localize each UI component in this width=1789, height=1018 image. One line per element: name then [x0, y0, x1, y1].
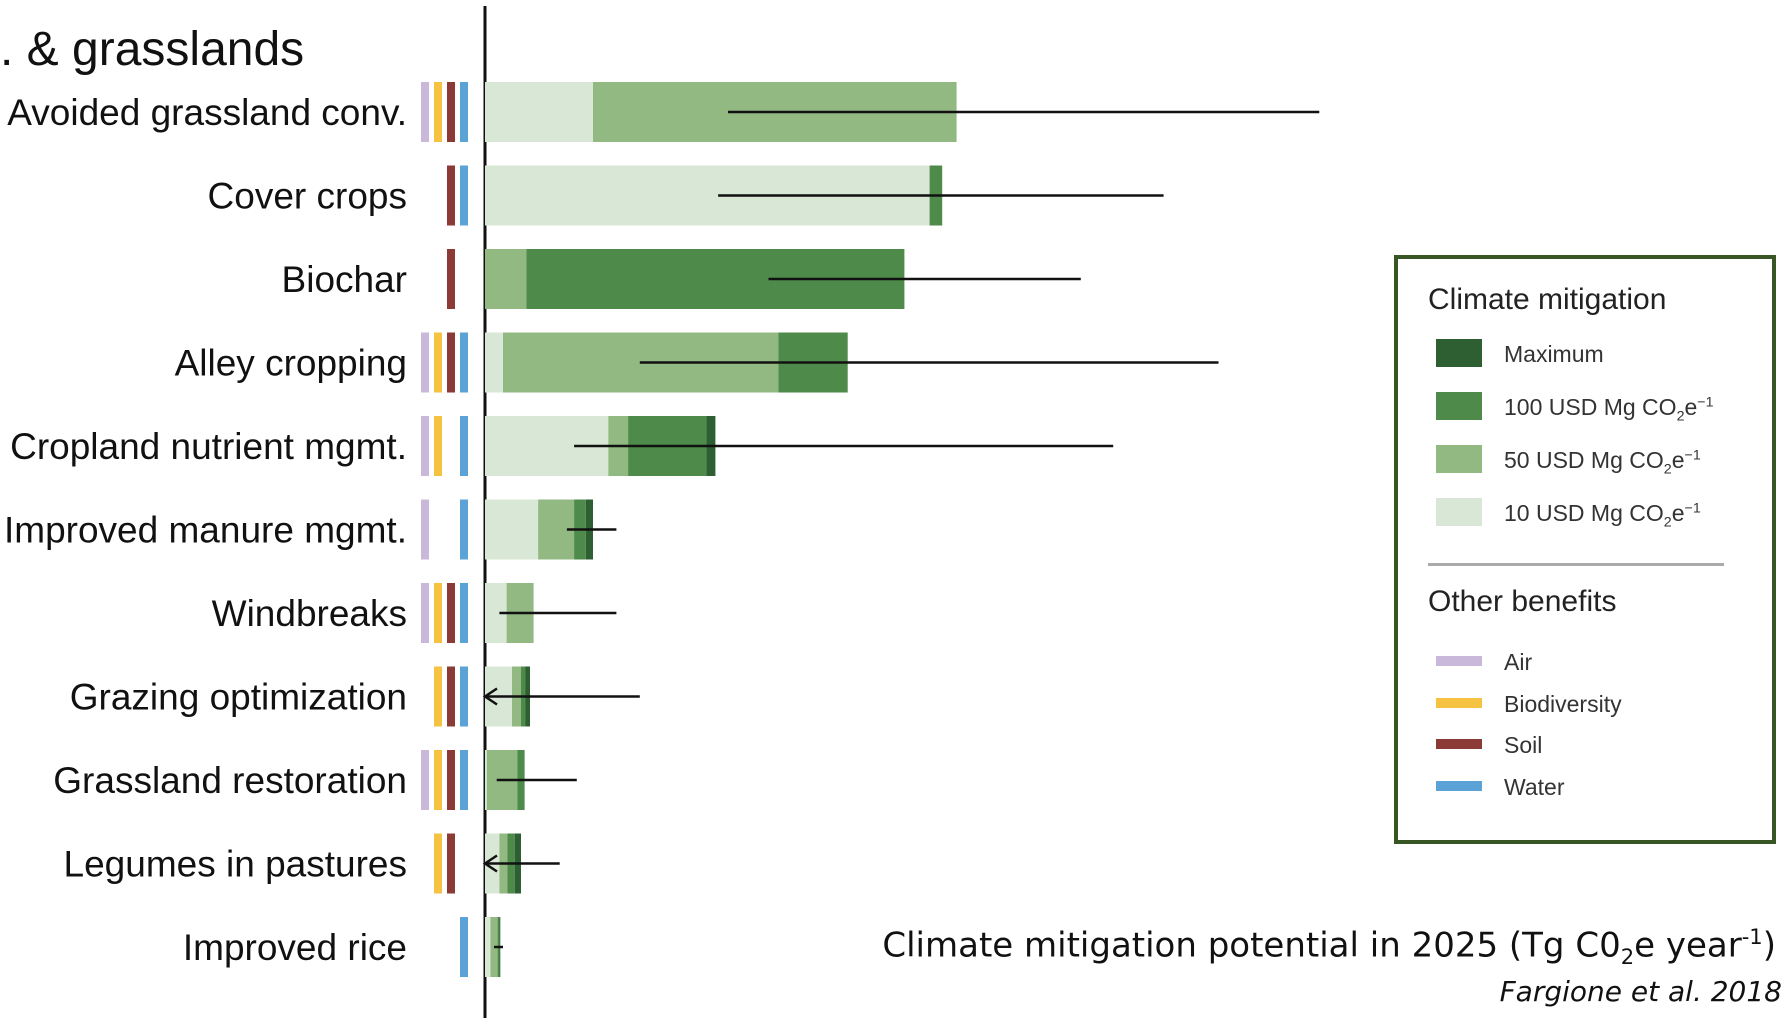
legend-separator	[1428, 563, 1724, 566]
legend-swatch	[1436, 739, 1482, 749]
benefit-strip-soil	[447, 583, 455, 643]
benefit-strip-air	[421, 82, 429, 142]
category-label: Biochar	[282, 259, 407, 300]
category-label: Alley cropping	[175, 343, 407, 384]
x-axis-label-post: )	[1762, 925, 1776, 966]
legend-item-benefit: Soil	[1436, 730, 1766, 760]
category-label: Legumes in pastures	[64, 844, 407, 885]
benefit-strip-soil	[447, 666, 455, 727]
legend-swatch	[1436, 445, 1482, 473]
legend-label: Soil	[1504, 732, 1543, 758]
benefit-strip-water	[460, 165, 468, 226]
legend-label: Air	[1504, 649, 1533, 675]
benefit-strip-air	[421, 499, 429, 560]
legend-item-benefit: Water	[1436, 772, 1766, 802]
benefit-strip-biodiversity	[434, 332, 442, 393]
benefit-strip-soil	[447, 750, 455, 810]
x-axis-label-sup: -1	[1741, 924, 1763, 949]
category-label: Cropland nutrient mgmt.	[10, 426, 407, 467]
bar-segment-10usd	[485, 750, 487, 810]
legend-swatch	[1436, 498, 1482, 526]
benefit-strip-water	[460, 583, 468, 643]
benefit-strip-water	[460, 499, 468, 560]
legend-swatch	[1436, 656, 1482, 666]
legend-item-mitigation: 10 USD Mg CO2e−1	[1436, 498, 1766, 531]
category-label: Improved rice	[183, 927, 407, 968]
benefit-strip-water	[460, 82, 468, 142]
benefit-strip-soil	[447, 332, 455, 393]
benefit-strip-soil	[447, 249, 455, 309]
x-axis-label-mid: e year	[1634, 925, 1742, 966]
benefit-strip-biodiversity	[434, 583, 442, 643]
x-axis-label-text: Climate mitigation potential in 2025 (Tg…	[882, 925, 1621, 966]
benefit-strip-soil	[447, 165, 455, 226]
legend-item-mitigation: 50 USD Mg CO2e−1	[1436, 445, 1766, 478]
benefit-strip-biodiversity	[434, 82, 442, 142]
source-citation: Fargione et al. 2018	[1499, 975, 1782, 1008]
bar-segment-50usd	[485, 249, 527, 309]
bar-segment-10usd	[485, 332, 503, 393]
legend-label: Water	[1504, 773, 1565, 800]
legend-title-benefits: Other benefits	[1428, 585, 1617, 618]
legend-swatch	[1436, 392, 1482, 420]
benefit-strip-biodiversity	[434, 666, 442, 727]
x-axis-label-sub: 2	[1620, 944, 1635, 970]
benefit-strip-air	[421, 332, 429, 393]
legend-item-benefit: Air	[1436, 647, 1766, 677]
legend-label: 50 USD Mg CO2e−1	[1504, 447, 1701, 478]
range-arrow	[482, 854, 498, 873]
legend-item-mitigation: 100 USD Mg CO2e−1	[1436, 392, 1766, 425]
category-label: Grassland restoration	[53, 760, 407, 801]
legend-swatch	[1436, 697, 1482, 708]
legend-swatch	[1436, 780, 1482, 791]
benefit-strip-air	[421, 750, 429, 810]
benefit-strip-water	[460, 416, 468, 476]
benefit-strip-biodiversity	[434, 750, 442, 810]
legend-item-mitigation: Maximum	[1436, 339, 1766, 369]
legend-label: Maximum	[1504, 341, 1604, 367]
legend-item-benefit: Biodiversity	[1436, 689, 1766, 719]
category-label: Improved manure mgmt.	[4, 510, 407, 551]
legend-label: 100 USD Mg CO2e−1	[1504, 394, 1714, 425]
category-label: Windbreaks	[212, 593, 407, 634]
benefit-strip-biodiversity	[434, 416, 442, 476]
legend-title-mitigation: Climate mitigation	[1428, 283, 1667, 316]
bar-segment-10usd	[485, 499, 539, 560]
benefit-strip-water	[460, 750, 468, 810]
category-label: Cover crops	[208, 176, 407, 217]
benefit-strip-biodiversity	[434, 833, 442, 894]
benefit-strip-air	[421, 583, 429, 643]
range-arrow	[482, 687, 498, 706]
legend-swatch	[1436, 339, 1482, 367]
benefit-strip-soil	[447, 82, 455, 142]
section-title: . & grasslands	[0, 23, 305, 76]
category-label: Avoided grassland conv.	[7, 92, 407, 133]
x-axis-label: Climate mitigation potential in 2025 (Tg…	[882, 924, 1776, 969]
benefit-strip-soil	[447, 833, 455, 894]
category-label: Grazing optimization	[70, 677, 407, 718]
legend-label: 10 USD Mg CO2e−1	[1504, 500, 1701, 531]
legend: Climate mitigation Maximum 100 USD Mg CO2…	[1394, 255, 1776, 844]
legend-label: Biodiversity	[1504, 690, 1622, 717]
benefit-strip-water	[460, 332, 468, 393]
bar-segment-10usd	[485, 583, 507, 643]
benefit-strip-air	[421, 416, 429, 476]
benefit-strip-water	[460, 917, 468, 977]
bar-segment-10usd	[485, 82, 593, 142]
benefit-strip-water	[460, 666, 468, 727]
bar-segment-10usd	[485, 917, 491, 977]
